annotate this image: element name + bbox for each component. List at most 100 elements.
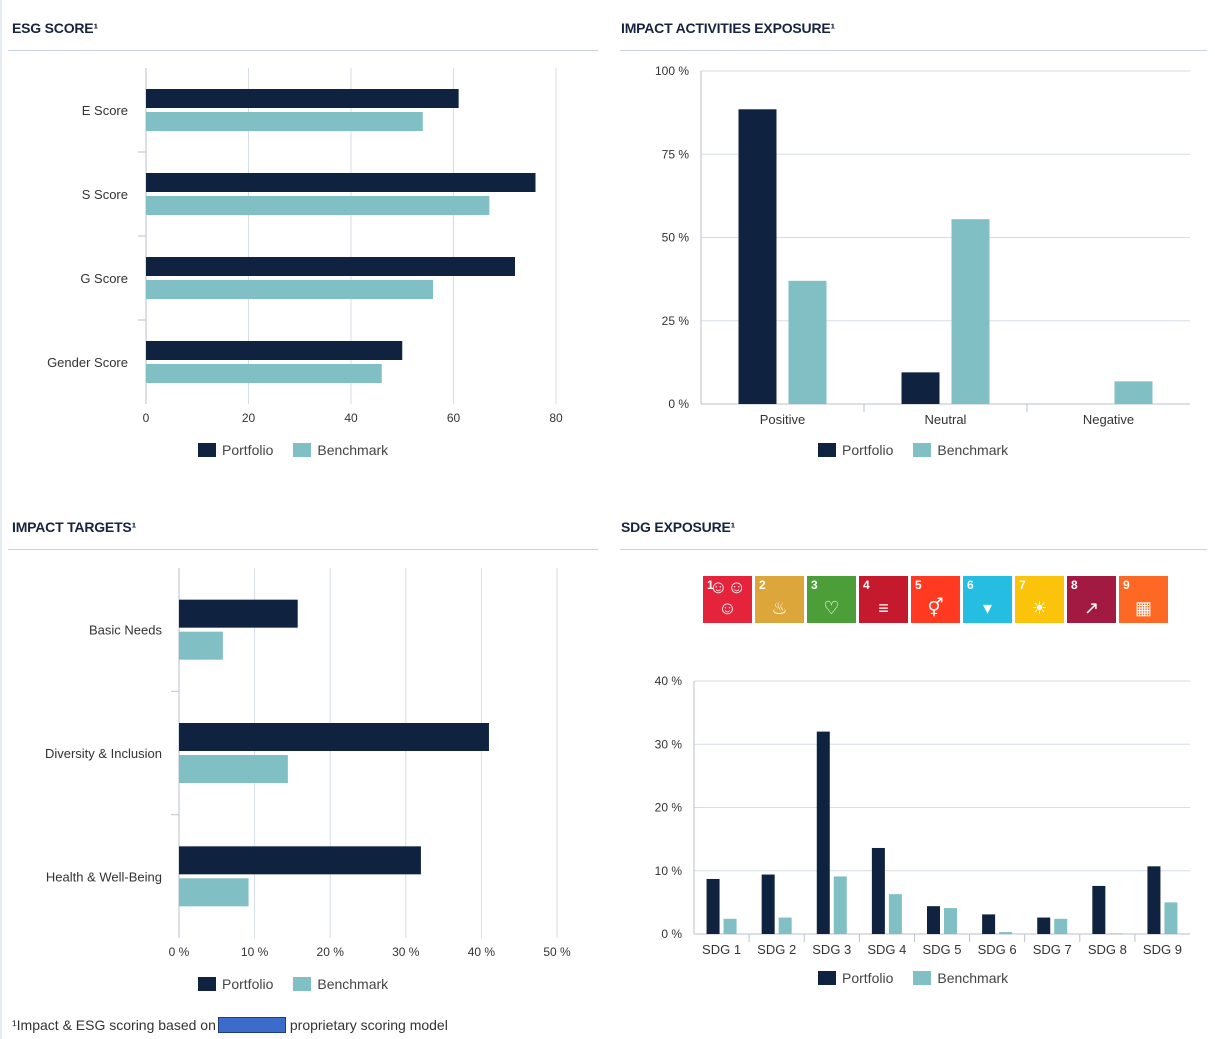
sdg-tile-number: 7 [1019, 578, 1026, 592]
y-tick-label: 20 % [655, 801, 683, 815]
benchmark-bar [1109, 933, 1123, 934]
benchmark-bar [788, 280, 827, 404]
portfolio-bar [146, 89, 459, 108]
legend-benchmark: Benchmark [913, 442, 1008, 458]
x-tick-label: 20 [242, 411, 256, 425]
category-label: SDG 7 [1033, 942, 1072, 957]
esg-legend: Portfolio Benchmark [198, 442, 400, 458]
cubes-icon: ▦ [1134, 598, 1152, 618]
sdg-tile-number: 8 [1071, 578, 1078, 592]
legend-portfolio-label: Portfolio [222, 976, 274, 992]
legend-portfolio-label: Portfolio [842, 442, 894, 458]
portfolio-bar [927, 906, 940, 934]
benchmark-bar [778, 917, 792, 934]
sdg-1-tile: 1 ☺☺☺ [703, 576, 752, 623]
x-tick-label: 80 [549, 411, 563, 425]
portfolio-bar [179, 846, 421, 875]
category-label: Neutral [925, 412, 967, 427]
x-tick-label: 10 % [241, 945, 269, 959]
benchmark-swatch [293, 977, 312, 991]
benchmark-bar [1114, 381, 1153, 404]
growth-icon: ↗ [1083, 598, 1100, 618]
benchmark-bar [888, 894, 902, 934]
impact-activities-title: IMPACT ACTIVITIES EXPOSURE¹ [621, 20, 835, 36]
sdg-tile-number: 9 [1123, 578, 1130, 592]
impact-targets-chart: 0 % 10 % 20 % 30 % 40 % 50 % Basic Needs Divers… [45, 568, 571, 959]
portfolio-bar [146, 173, 536, 192]
redaction-box [217, 1017, 286, 1033]
sdg-tile-number: 4 [863, 578, 870, 592]
legend-benchmark-label: Benchmark [937, 442, 1009, 458]
footnote: ¹Impact & ESG scoring based on proprieta… [12, 1017, 448, 1033]
benchmark-bar [179, 755, 288, 783]
sdg-tile-number: 6 [967, 578, 974, 592]
sdg-exposure-legend: Portfolio Benchmark [818, 970, 1020, 986]
legend-portfolio-label: Portfolio [842, 970, 894, 986]
impact-activities-legend: Portfolio Benchmark [818, 442, 1020, 458]
impact-activities-chart: 0 % 25 % 50 % 75 % 100 % Positive Neutral Negat… [655, 64, 1190, 427]
y-tick-label: 30 % [655, 737, 683, 751]
legend-benchmark: Benchmark [293, 442, 388, 458]
category-label: SDG 4 [867, 942, 906, 957]
x-tick-label: 20 % [317, 945, 345, 959]
esg-score-chart: 0 20 40 60 80 E Score S Score G Score Gender Sco… [47, 68, 563, 425]
y-tick-label: 100 % [655, 64, 689, 78]
category-label: Positive [760, 412, 806, 427]
page-left-border [0, 0, 2, 1039]
category-label: Gender Score [47, 355, 128, 370]
portfolio-bar [146, 257, 515, 276]
benchmark-swatch [293, 443, 312, 457]
family-icon: ☺☺☺ [709, 577, 746, 618]
portfolio-bar [1092, 885, 1106, 934]
impact-targets-legend: Portfolio Benchmark [198, 976, 400, 992]
sdg-exposure-chart: 0 % 10 % 20 % 30 % 40 % SDG 1 SDG 2 SDG 3 SDG 4 S… [655, 674, 1190, 957]
sdg-tile-number: 2 [759, 578, 766, 592]
esg-score-title: ESG SCORE¹ [12, 20, 98, 36]
legend-benchmark-label: Benchmark [937, 970, 1009, 986]
impact-targets-title: IMPACT TARGETS¹ [12, 519, 137, 535]
category-label: SDG 2 [757, 942, 796, 957]
category-label: SDG 6 [978, 942, 1017, 957]
benchmark-bar [146, 196, 490, 215]
x-tick-label: 40 [344, 411, 358, 425]
y-tick-label: 0 % [661, 927, 682, 941]
benchmark-swatch [913, 971, 932, 985]
benchmark-bar [723, 918, 737, 934]
legend-benchmark: Benchmark [293, 976, 388, 992]
impact-targets-title-rule [8, 549, 598, 550]
portfolio-bar [816, 731, 830, 934]
portfolio-bar [738, 109, 777, 405]
y-tick-label: 25 % [662, 314, 690, 328]
benchmark-bar [146, 280, 433, 299]
footnote-text-end: proprietary scoring model [289, 1017, 448, 1033]
portfolio-swatch [198, 977, 216, 991]
category-label: Health & Well-Being [46, 869, 162, 884]
category-label: SDG 8 [1088, 942, 1127, 957]
legend-portfolio: Portfolio [818, 970, 893, 986]
portfolio-bar [706, 878, 720, 934]
bowl-icon: ♨ [771, 598, 788, 618]
legend-portfolio: Portfolio [818, 442, 893, 458]
heartbeat-icon: ♡ [823, 598, 840, 618]
y-tick-label: 0 % [668, 397, 689, 411]
sdg-2-tile: 2 ♨ [755, 576, 804, 623]
x-tick-label: 0 [143, 411, 150, 425]
benchmark-bar [951, 219, 990, 404]
portfolio-bar [1147, 866, 1161, 934]
x-tick-label: 50 % [543, 945, 571, 959]
benchmark-bar [1164, 902, 1178, 934]
x-tick-label: 30 % [392, 945, 420, 959]
y-tick-label: 40 % [655, 674, 683, 688]
category-label: G Score [80, 271, 128, 286]
portfolio-bar [1037, 917, 1051, 934]
portfolio-swatch [818, 971, 836, 985]
category-label: SDG 1 [702, 942, 741, 957]
book-icon: ≡ [878, 598, 889, 618]
sdg-icon-row: 1 ☺☺☺ 2 ♨ 3 ♡ 4 ≡ 5 ⚥ 6 ▾ 7 ☀ 8 ↗ 9 ▦ [703, 576, 1168, 623]
category-label: SDG 9 [1143, 942, 1182, 957]
benchmark-bar [999, 932, 1013, 934]
sdg-9-tile: 9 ▦ [1119, 576, 1168, 623]
portfolio-bar [179, 723, 489, 751]
sdg-exposure-title: SDG EXPOSURE¹ [621, 519, 736, 535]
category-label: SDG 3 [812, 942, 851, 957]
